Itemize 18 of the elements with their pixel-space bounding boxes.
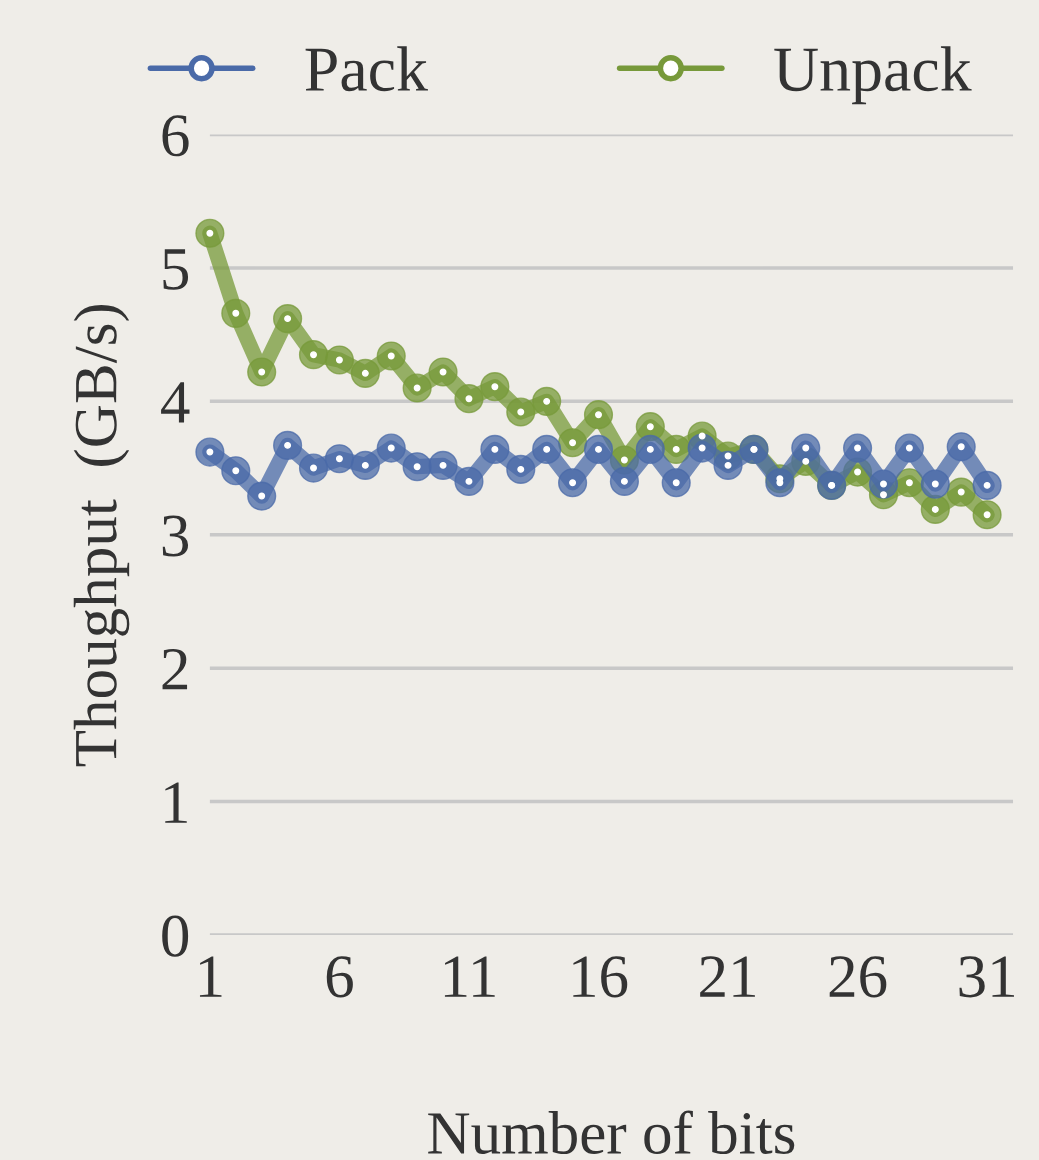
y-tick-label: 5 — [163, 249, 189, 290]
x-tick-label: 1 — [199, 956, 222, 997]
y-tick-label: 1 — [165, 782, 187, 823]
x-tick-label: 21 — [700, 956, 755, 997]
x-tick-label: 16 — [573, 956, 628, 998]
y-tick-label: 4 — [161, 382, 190, 423]
legend-label: Unpack — [774, 46, 972, 105]
y-tick-label: 6 — [162, 115, 189, 157]
x-tick-label: 31 — [959, 956, 1015, 998]
y-tick-label: 2 — [162, 648, 188, 690]
x-axis-title: Number of bits — [428, 1110, 795, 1155]
y-tick-label: 0 — [162, 915, 189, 957]
x-tick-label: 6 — [326, 956, 353, 998]
legend-label: Pack — [305, 46, 428, 92]
x-tick-label: 26 — [829, 956, 887, 998]
y-axis-title: Thoughput (GB/s) — [73, 304, 130, 767]
x-tick-label: 11 — [444, 956, 495, 997]
y-tick-label: 3 — [162, 515, 189, 557]
